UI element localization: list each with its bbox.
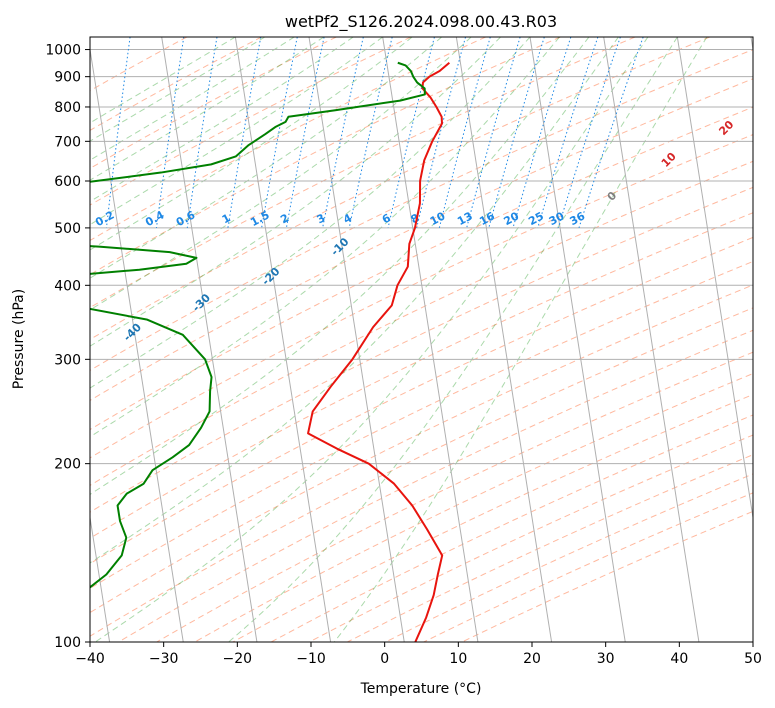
background-lines [90,37,753,642]
dry-adiabat [90,37,636,309]
x-axis: −40 −30 −20 −10 0 10 20 30 40 50 [75,642,762,667]
dry-adiabat [90,49,753,371]
dry-adiabat [90,106,753,431]
isotherm-line [603,37,700,642]
mixing-ratio-line [578,37,644,229]
mixing-ratio-line [105,37,131,228]
moist-adiabat [90,37,560,438]
y-tick-label: 900 [54,70,81,86]
dry-adiabat [90,134,753,459]
series-line-1 [90,61,426,183]
mixing-ratio-label: 36 [568,209,588,228]
mixing-ratio-label: 25 [526,209,546,228]
x-tick-label: 50 [744,651,762,667]
mixing-ratio-line [155,37,185,228]
dry-adiabat [90,37,337,170]
dry-adiabat [90,37,561,276]
y-tick-label: 800 [54,100,81,116]
mixing-ratio-line [557,37,621,229]
dry-adiabat [90,37,262,131]
mixing-ratio-label: 13 [455,209,475,228]
isotherm-line [529,37,626,642]
y-tick-label: 700 [54,134,81,150]
series-line-2 [90,245,198,275]
mixing-ratio-line [285,37,325,228]
x-tick-label: −30 [149,651,179,667]
mixing-ratio-line [537,37,599,229]
mixing-ratio-label: 10 [428,209,448,228]
mixing-ratio-line [416,37,467,229]
y-axis-title: Pressure (hPa) [11,289,27,389]
dry-adiabat [90,260,753,589]
dry-adiabat [90,307,753,637]
moist-adiabat [90,37,472,311]
x-tick-label: −40 [75,651,105,667]
moist-adiabat [90,37,619,564]
mixing-ratio-line [322,37,364,228]
moist-adiabat [94,37,649,642]
series-line-0 [307,61,451,642]
isotherm-line [676,37,753,521]
series-lines [90,61,451,642]
mixing-ratio-label: 16 [477,209,497,228]
x-tick-label: −20 [223,651,253,667]
mixing-ratio-line [186,37,218,228]
dry-adiabat [90,160,753,486]
dry-adiabat [90,236,753,565]
moist-adiabat [90,37,383,226]
mixing-ratio-line [438,37,491,229]
mixing-ratio-line [488,37,545,229]
moist-adiabat [228,37,678,642]
dry-adiabat [118,329,753,642]
mixing-ratio-line [348,37,393,229]
y-tick-label: 500 [54,221,81,237]
chart-title: wetPf2_S126.2024.098.00.43.R03 [285,12,557,32]
y-tick-label: 1000 [45,43,81,59]
y-tick-label: 200 [54,457,81,473]
mixing-ratio-line [512,37,572,229]
y-tick-label: 300 [54,352,81,368]
y-tick-label: 600 [54,174,81,190]
isotherm-line [90,514,111,642]
series-line-3 [90,307,213,589]
x-tick-label: 10 [449,651,467,667]
y-tick-label: 100 [54,635,81,651]
isotherm-line [455,37,553,642]
plot-background [90,37,753,642]
dry-adiabat [232,393,753,642]
moist-adiabat [90,37,413,251]
dry-adiabat [90,186,753,513]
x-tick-label: 0 [380,651,389,667]
dry-adiabat [194,373,753,642]
dry-adiabat [90,78,753,402]
isotherm-line [90,46,184,642]
mixing-ratio-label: 30 [547,209,567,228]
mixing-ratio-line [387,37,435,229]
mixing-ratio-line [466,37,521,229]
x-tick-label: 40 [670,651,688,667]
y-axis: 100 200 300 400 500 600 700 800 900 1000 [45,43,90,651]
plot-frame [89,36,754,643]
x-axis-title: Temperature (°C) [360,681,482,697]
x-tick-label: 20 [523,651,541,667]
mixing-ratio-label: 20 [502,209,522,228]
x-tick-label: 30 [597,651,615,667]
isotherm-line [382,37,479,642]
moist-adiabat [90,37,590,496]
isotherm-line [161,37,258,642]
isotherm-line [234,37,332,642]
y-tick-label: 400 [54,278,81,294]
isotherm-line [308,37,405,642]
x-tick-label: −10 [296,651,326,667]
